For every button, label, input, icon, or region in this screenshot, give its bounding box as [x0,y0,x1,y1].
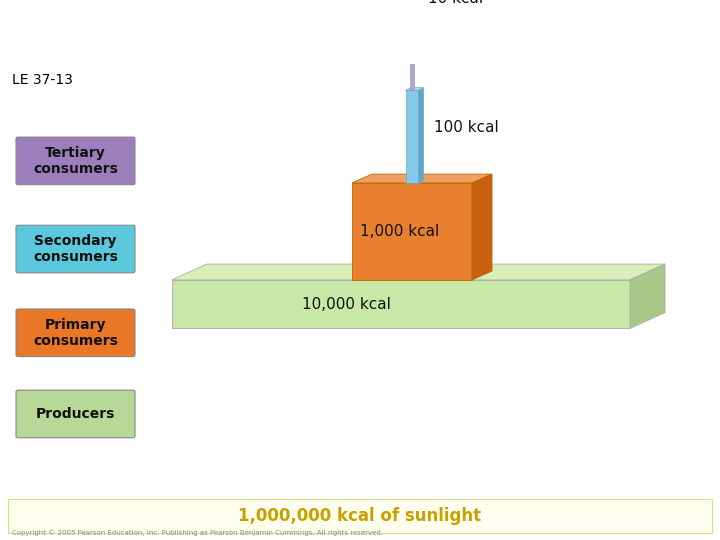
Text: 1,000 kcal: 1,000 kcal [360,224,439,239]
Text: LE 37-13: LE 37-13 [12,73,73,87]
Polygon shape [472,174,492,280]
Text: 10 kcal: 10 kcal [428,0,483,6]
Polygon shape [8,500,712,533]
Polygon shape [410,0,414,90]
Text: Primary
consumers: Primary consumers [33,318,118,348]
FancyBboxPatch shape [16,309,135,356]
Polygon shape [352,183,472,280]
FancyBboxPatch shape [16,225,135,273]
Text: 10,000 kcal: 10,000 kcal [302,296,391,312]
Polygon shape [352,174,492,183]
FancyBboxPatch shape [16,390,135,438]
Text: Copyright © 2005 Pearson Education, Inc. Publishing as Pearson Benjamin Cummings: Copyright © 2005 Pearson Education, Inc.… [12,530,383,536]
FancyBboxPatch shape [16,137,135,185]
Text: 100 kcal: 100 kcal [433,120,498,136]
Text: 1,000,000 kcal of sunlight: 1,000,000 kcal of sunlight [238,507,482,525]
Polygon shape [405,90,418,183]
Polygon shape [630,264,665,328]
Polygon shape [172,264,665,280]
Text: Secondary
consumers: Secondary consumers [33,234,118,264]
Polygon shape [405,87,423,90]
Text: Tertiary
consumers: Tertiary consumers [33,146,118,176]
Polygon shape [418,87,423,183]
Text: Producers: Producers [36,407,115,421]
Polygon shape [172,280,630,328]
